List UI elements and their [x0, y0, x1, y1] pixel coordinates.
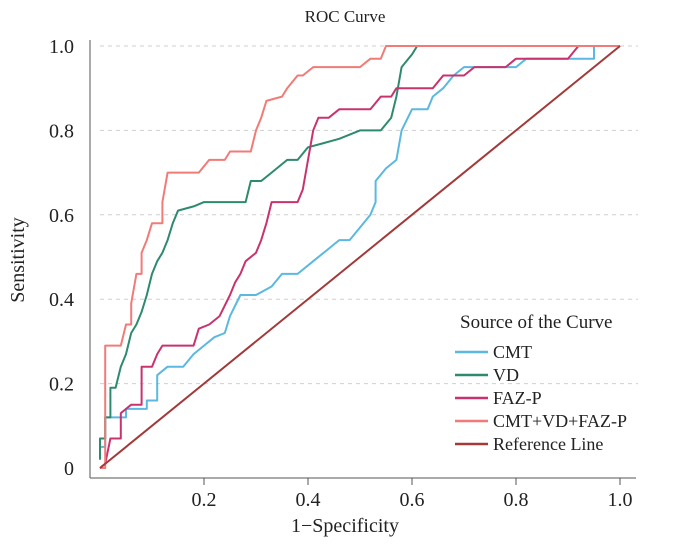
series-lines	[99, 45, 621, 469]
legend-label-3: CMT+VD+FAZ-P	[493, 411, 627, 431]
x-tick-label-2: 0.6	[400, 489, 425, 511]
legend: Source of the Curve CMT VD FAZ-P CMT+VD+FAZ…	[455, 312, 627, 454]
legend-label-0: CMT	[493, 342, 532, 362]
series-line-reference-line	[99, 45, 621, 469]
axes	[89, 40, 636, 479]
series-line-faz-p	[99, 45, 620, 469]
legend-label-4: Reference Line	[493, 434, 603, 454]
legend-title: Source of the Curve	[460, 312, 612, 333]
y-tick-labels: 0 0.2 0.4 0.6 0.8 1.0	[49, 36, 74, 480]
y-tick-label-3: 0.6	[49, 205, 74, 227]
series-line-cmt-vd-faz-p	[100, 45, 620, 469]
y-tick-label-1: 0.2	[49, 374, 74, 396]
x-tick-label-0: 0.2	[192, 489, 217, 511]
x-tick-label-3: 0.8	[504, 489, 529, 511]
x-tick-labels: 0.2 0.4 0.6 0.8 1.0	[192, 478, 633, 511]
series-line-vd	[99, 45, 620, 460]
y-tick-label-2: 0.4	[49, 289, 74, 311]
y-tick-label-0: 0	[64, 458, 74, 480]
y-tick-label-5: 1.0	[49, 36, 74, 58]
x-tick-label-4: 1.0	[608, 489, 633, 511]
legend-label-1: VD	[493, 365, 519, 385]
x-tick-label-1: 0.4	[296, 489, 321, 511]
legend-items: CMT VD FAZ-P CMT+VD+FAZ-P Reference Line	[455, 342, 627, 454]
legend-label-2: FAZ-P	[493, 388, 542, 408]
y-tick-label-4: 0.8	[49, 120, 74, 142]
chart-title: ROC Curve	[305, 7, 386, 26]
y-axis-label: Sensitivity	[7, 217, 29, 303]
series-line-cmt	[99, 45, 620, 460]
x-axis-label: 1−Specificity	[291, 515, 399, 537]
